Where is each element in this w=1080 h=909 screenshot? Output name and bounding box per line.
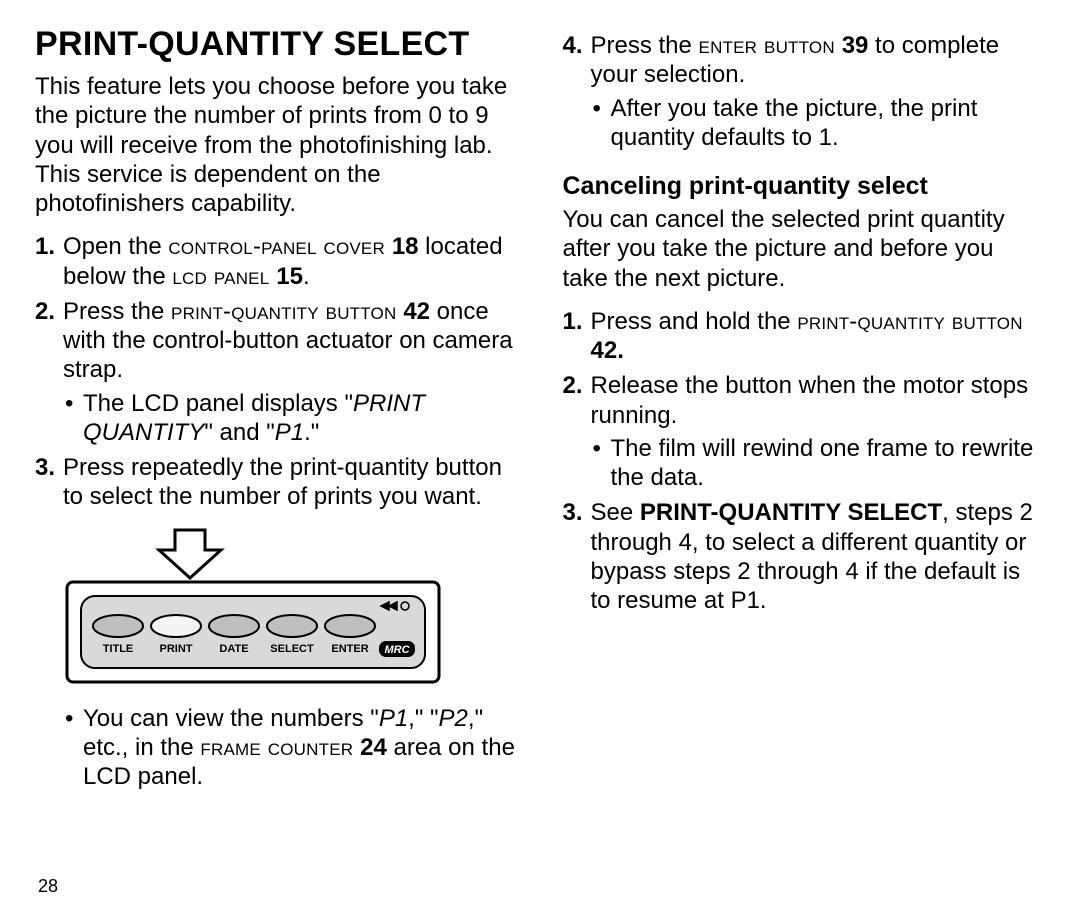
step-2: Press the print-quantity button 42 once … (35, 297, 518, 447)
cancel-step-2-bullet: The film will rewind one frame to rewrit… (591, 434, 1046, 493)
step-3: Press repeatedly the print-quantity butt… (35, 453, 518, 512)
panel-badge-mrc: MRC (384, 644, 410, 656)
subheading-canceling: Canceling print-quantity select (563, 172, 1046, 201)
page-heading: PRINT-QUANTITY SELECT (35, 25, 518, 64)
cancel-steps: Press and hold the print-quantity button… (563, 301, 1046, 622)
panel-label-select: SELECT (270, 643, 314, 655)
control-panel-diagram: TITLE PRINT DATE SELECT ENTER MRC (63, 528, 443, 688)
after-diagram-bullet: You can view the numbers "P1," "P2," etc… (63, 704, 518, 792)
panel-label-date: DATE (219, 643, 248, 655)
cancel-intro: You can cancel the selected print quanti… (563, 205, 1046, 293)
step-1: Open the control-panel cover 18 located … (35, 232, 518, 291)
panel-label-print: PRINT (160, 643, 193, 655)
step-2-bullet: The LCD panel displays "PRINT QUANTITY" … (63, 389, 518, 448)
cancel-step-3: See PRINT-QUANTITY SELECT, steps 2 throu… (563, 498, 1046, 615)
panel-label-enter: ENTER (331, 643, 368, 655)
page-number: 28 (38, 876, 58, 897)
intro-paragraph: This feature lets you choose before you … (35, 72, 518, 218)
steps-list-left: Open the control-panel cover 18 located … (35, 226, 518, 517)
step-4: Press the enter button 39 to complete yo… (563, 31, 1046, 152)
steps-list-right-cont: Press the enter button 39 to complete yo… (563, 25, 1046, 158)
step-4-bullet: After you take the picture, the print qu… (591, 94, 1046, 153)
cancel-step-1: Press and hold the print-quantity button… (563, 307, 1046, 366)
cancel-step-2: Release the button when the motor stops … (563, 371, 1046, 492)
panel-label-title: TITLE (103, 643, 134, 655)
right-column: Press the enter button 39 to complete yo… (563, 25, 1046, 884)
left-column: PRINT-QUANTITY SELECT This feature lets … (35, 25, 518, 884)
